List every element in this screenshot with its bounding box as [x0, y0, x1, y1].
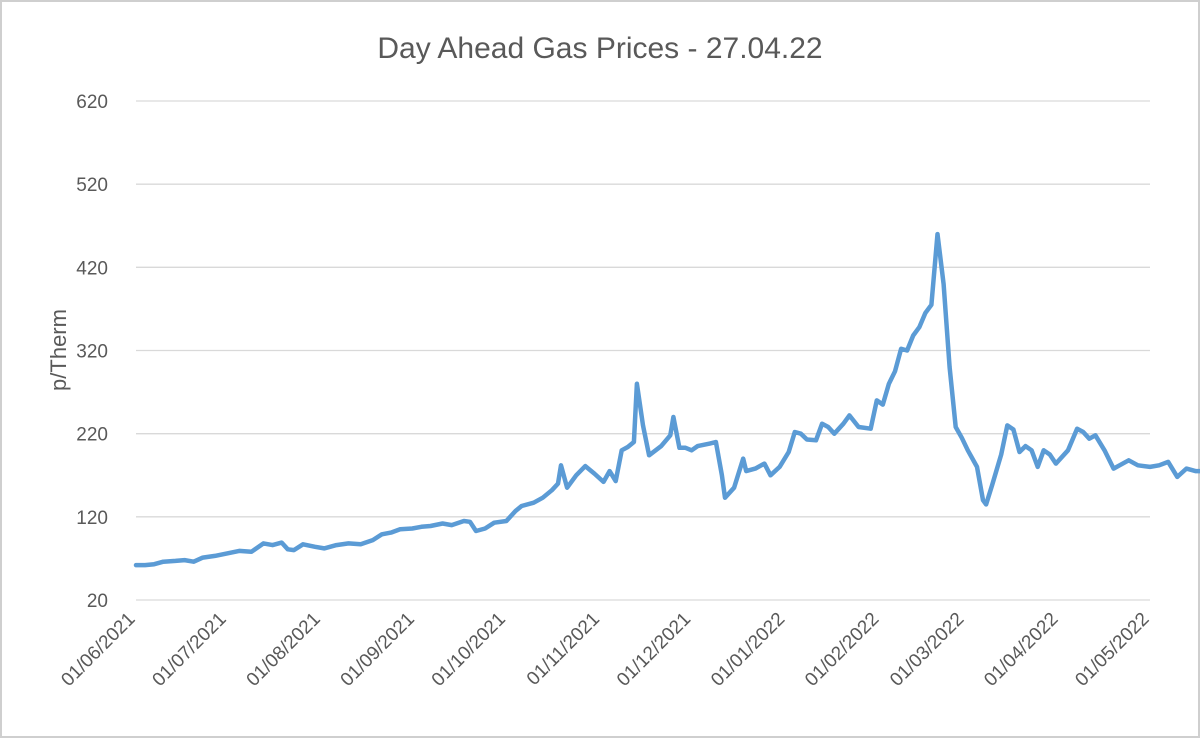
y-tick-label: 520 [76, 175, 108, 196]
series-line [133, 231, 1200, 568]
y-tick-label: 620 [76, 92, 108, 113]
y-axis-label: p/Therm [46, 309, 71, 391]
y-tick-label: 220 [76, 425, 108, 446]
y-tick-label: 120 [76, 508, 108, 529]
y-axis-ticks: 20 120 220 320 420 520 620 [76, 92, 108, 612]
y-tick-label: 420 [76, 258, 108, 279]
chart-title: Day Ahead Gas Prices - 27.04.22 [377, 32, 822, 65]
y-tick-label: 320 [76, 342, 108, 363]
gridlines [136, 100, 1150, 601]
series-group [133, 231, 1200, 568]
y-tick-label: 20 [87, 591, 108, 612]
